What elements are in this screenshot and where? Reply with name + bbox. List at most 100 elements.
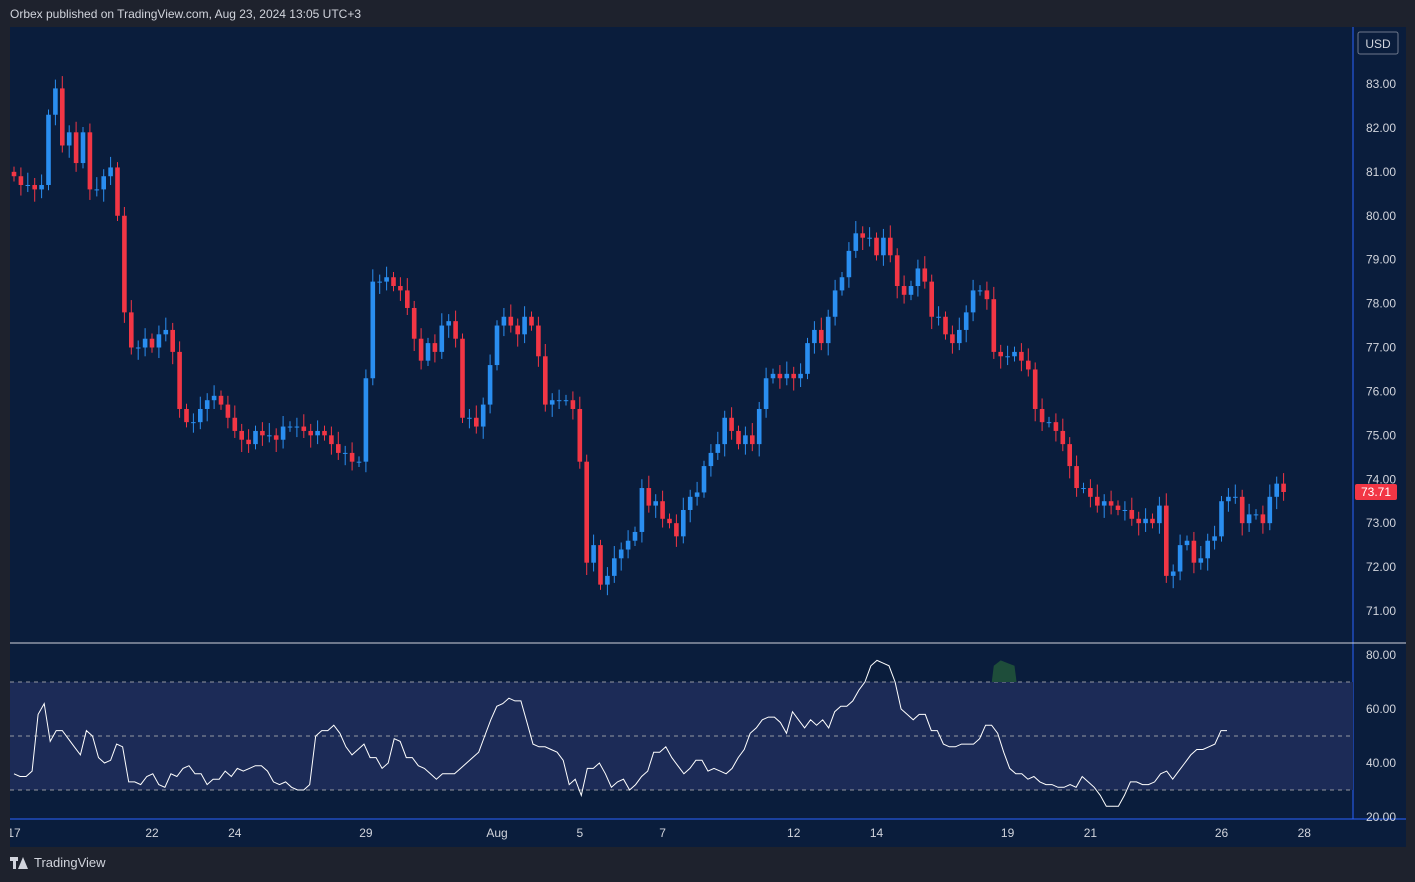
candle-body[interactable] <box>1012 351 1017 357</box>
candle-body[interactable] <box>73 132 79 164</box>
candle-body[interactable] <box>329 435 334 445</box>
candle-body[interactable] <box>1143 518 1148 524</box>
candle-body[interactable] <box>1046 422 1052 424</box>
candle-body[interactable] <box>101 176 106 190</box>
candle-body[interactable] <box>494 325 500 366</box>
candle-body[interactable] <box>508 316 514 326</box>
candle-body[interactable] <box>453 321 458 339</box>
candle-body[interactable] <box>867 237 872 239</box>
candle-body[interactable] <box>349 452 355 462</box>
candle-body[interactable] <box>791 373 796 379</box>
candle-body[interactable] <box>322 430 327 436</box>
candle-body[interactable] <box>915 268 921 287</box>
candle-body[interactable] <box>846 250 852 278</box>
candle-body[interactable] <box>750 435 755 445</box>
candle-body[interactable] <box>391 277 396 287</box>
candle-body[interactable] <box>1060 430 1066 445</box>
candle-body[interactable] <box>1115 505 1121 510</box>
candle-body[interactable] <box>39 185 44 190</box>
candle-body[interactable] <box>418 338 424 361</box>
candle-body[interactable] <box>1170 571 1176 576</box>
candle-body[interactable] <box>60 88 65 146</box>
candle-body[interactable] <box>612 558 617 576</box>
candle-body[interactable] <box>1136 518 1141 524</box>
candle-body[interactable] <box>1233 496 1238 498</box>
candle-body[interactable] <box>398 286 403 291</box>
candle-body[interactable] <box>874 237 879 256</box>
candle-body[interactable] <box>487 365 493 405</box>
candle-body[interactable] <box>736 430 741 445</box>
candle-body[interactable] <box>239 430 244 440</box>
candle-body[interactable] <box>536 325 541 357</box>
candle-body[interactable] <box>1212 536 1217 541</box>
candle-body[interactable] <box>1101 501 1107 506</box>
candle-body[interactable] <box>881 237 886 256</box>
candle-body[interactable] <box>1088 488 1093 497</box>
candle-body[interactable] <box>211 395 217 401</box>
candle-body[interactable] <box>370 281 376 379</box>
candle-body[interactable] <box>432 343 438 352</box>
candle-body[interactable] <box>577 408 583 462</box>
candle-body[interactable] <box>860 233 865 238</box>
candle-body[interactable] <box>273 435 279 440</box>
candle-body[interactable] <box>11 171 17 177</box>
candle-body[interactable] <box>32 185 37 190</box>
candle-body[interactable] <box>142 338 148 348</box>
candle-body[interactable] <box>784 373 790 379</box>
candle-body[interactable] <box>149 338 155 348</box>
candle-body[interactable] <box>556 400 562 402</box>
currency-box[interactable] <box>1357 31 1399 55</box>
candle-body[interactable] <box>411 307 417 339</box>
candle-body[interactable] <box>1095 496 1100 506</box>
candle-body[interactable] <box>763 378 769 409</box>
candle-body[interactable] <box>446 321 451 326</box>
candle-body[interactable] <box>963 312 969 330</box>
candle-body[interactable] <box>115 167 120 216</box>
candle-body[interactable] <box>1281 483 1286 492</box>
candle-body[interactable] <box>908 286 914 295</box>
candle-body[interactable] <box>1129 509 1135 519</box>
candle-body[interactable] <box>287 426 293 428</box>
candle-body[interactable] <box>94 189 100 191</box>
candle-body[interactable] <box>798 373 803 379</box>
candle-body[interactable] <box>191 422 196 424</box>
candle-body[interactable] <box>605 575 610 585</box>
candle-body[interactable] <box>46 114 51 186</box>
candle-body[interactable] <box>984 290 990 300</box>
candle-body[interactable] <box>1039 408 1045 423</box>
candle-body[interactable] <box>1246 514 1252 524</box>
candle-body[interactable] <box>998 351 1003 357</box>
candle-body[interactable] <box>646 488 652 506</box>
candle-body[interactable] <box>515 325 520 335</box>
candle-body[interactable] <box>480 404 486 427</box>
candle-body[interactable] <box>598 545 603 585</box>
candle-body[interactable] <box>1019 351 1024 361</box>
candle-body[interactable] <box>1274 483 1279 497</box>
candle-body[interactable] <box>584 461 589 563</box>
candle-body[interactable] <box>280 426 286 440</box>
candle-body[interactable] <box>204 400 210 409</box>
candle-body[interactable] <box>1032 369 1038 409</box>
candle-body[interactable] <box>957 329 962 344</box>
candle-body[interactable] <box>639 488 645 532</box>
candle-body[interactable] <box>177 351 182 409</box>
candle-body[interactable] <box>294 426 300 428</box>
candle-body[interactable] <box>543 356 548 405</box>
candle-body[interactable] <box>756 408 762 445</box>
candle-body[interactable] <box>225 404 231 418</box>
candle-body[interactable] <box>618 549 624 559</box>
candle-body[interactable] <box>929 281 934 317</box>
candle-body[interactable] <box>943 316 948 335</box>
candle-body[interactable] <box>467 417 472 419</box>
candle-body[interactable] <box>405 290 410 308</box>
candle-body[interactable] <box>522 316 527 335</box>
candle-body[interactable] <box>1053 422 1059 431</box>
candle-body[interactable] <box>336 444 341 453</box>
candle-body[interactable] <box>1157 505 1162 524</box>
candle-body[interactable] <box>135 347 141 349</box>
candle-body[interactable] <box>936 316 941 318</box>
candle-body[interactable] <box>812 329 817 344</box>
candle-body[interactable] <box>198 408 203 423</box>
candle-body[interactable] <box>894 255 900 287</box>
candle-body[interactable] <box>708 452 714 467</box>
